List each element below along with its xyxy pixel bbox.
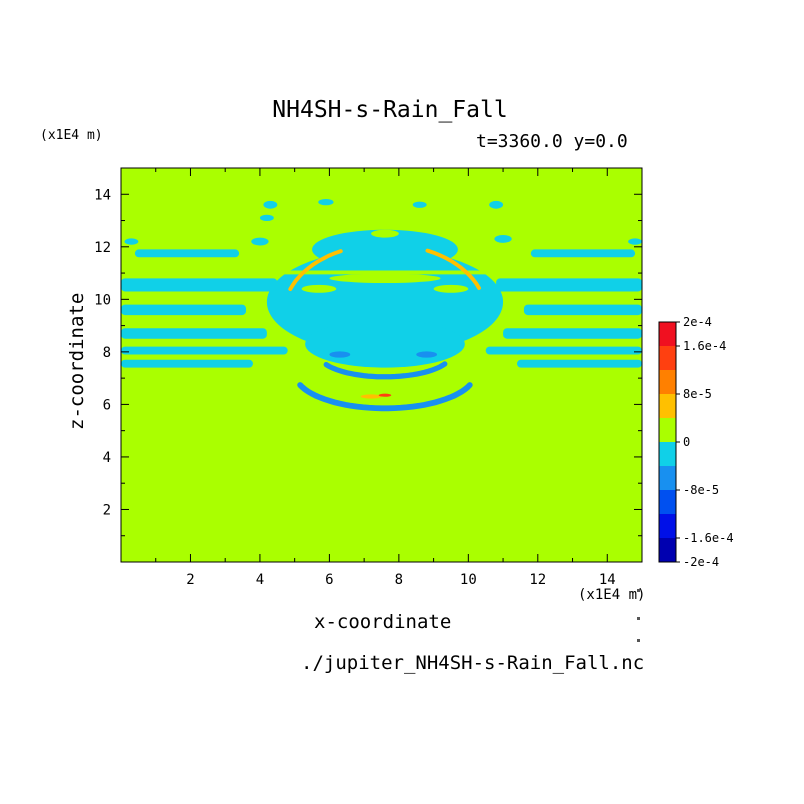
field-region [489, 200, 504, 209]
y-tick-label: 4 [103, 450, 111, 466]
y-tick-label: 6 [103, 397, 111, 413]
field-region [263, 200, 278, 209]
colorbar-label: 0 [683, 435, 690, 449]
field-region [485, 346, 642, 355]
field-region [288, 249, 343, 292]
chart-title: NH4SH-s-Rain_Fall [272, 97, 508, 123]
field-region [496, 278, 642, 292]
x-tick-label: 14 [599, 572, 616, 588]
field-region [523, 304, 642, 316]
y-axis-unit: (x1E4 m) [40, 128, 103, 143]
field-region [251, 237, 269, 246]
field-region [360, 394, 382, 399]
colorbar-swatch [659, 442, 676, 466]
field-region [121, 278, 278, 292]
field-region [516, 359, 642, 368]
x-axis-label: x-coordinate [314, 611, 452, 633]
field-region [323, 361, 448, 380]
field-region [503, 328, 642, 339]
colorbar-swatch [659, 418, 676, 442]
field-region [318, 198, 334, 206]
chart-subtitle: t=3360.0 y=0.0 [476, 131, 628, 152]
colorbar-swatch [659, 490, 676, 514]
colorbar-label: 2e-4 [683, 315, 712, 329]
x-tick-label: 6 [325, 572, 333, 588]
field-region [371, 229, 399, 238]
field-region [121, 304, 247, 316]
field-region [312, 229, 458, 270]
colorbar-swatch [659, 394, 676, 418]
source-filename: ./jupiter_NH4SH-s-Rain_Fall.nc [301, 652, 645, 674]
x-tick-label: 8 [395, 572, 403, 588]
field-region [121, 359, 253, 368]
y-tick-label: 12 [94, 240, 111, 256]
colorbar-swatch [659, 466, 676, 490]
field-regions [121, 198, 642, 412]
x-tick-label: 4 [256, 572, 264, 588]
field-region [121, 328, 267, 339]
field-region [378, 393, 392, 397]
field-region [305, 320, 465, 368]
field-region [416, 351, 438, 358]
field-region [425, 248, 481, 290]
field-region [134, 249, 240, 258]
plot-frame [120, 167, 643, 563]
field-region [494, 234, 512, 243]
y-tick-label: 2 [103, 502, 111, 518]
field-region [259, 214, 274, 222]
field-region [297, 382, 473, 412]
colorbar-label: 8e-5 [683, 387, 712, 401]
field-region [301, 284, 337, 293]
y-tick-label: 14 [94, 187, 111, 203]
field-region [433, 284, 469, 293]
colorbar-swatch [659, 514, 676, 538]
field-region [121, 346, 288, 355]
y-tick-label: 8 [103, 345, 111, 361]
marker-dot [637, 617, 640, 620]
field-region [124, 238, 139, 245]
x-tick-label: 2 [186, 572, 194, 588]
colorbar-label: -2e-4 [683, 555, 719, 569]
field-region [329, 351, 351, 358]
field-region [628, 238, 642, 245]
colorbar-swatch [659, 346, 676, 370]
field-region [329, 273, 441, 284]
field-region [412, 201, 427, 208]
x-axis-unit: (x1E4 m) [578, 587, 646, 603]
colorbar-swatch [659, 370, 676, 394]
x-tick-label: 12 [529, 572, 546, 588]
colorbar-swatch [659, 322, 676, 346]
y-tick-label: 10 [94, 292, 111, 308]
marker-dot [637, 589, 640, 592]
colorbar-label: -8e-5 [683, 483, 719, 497]
colorbar-label: -1.6e-4 [683, 531, 734, 545]
colorbar-label: 1.6e-4 [683, 339, 726, 353]
x-tick-label: 10 [460, 572, 477, 588]
marker-dot [637, 639, 640, 642]
field-region [530, 249, 636, 258]
field-region [121, 270, 642, 275]
colorbar-swatch [659, 538, 676, 562]
